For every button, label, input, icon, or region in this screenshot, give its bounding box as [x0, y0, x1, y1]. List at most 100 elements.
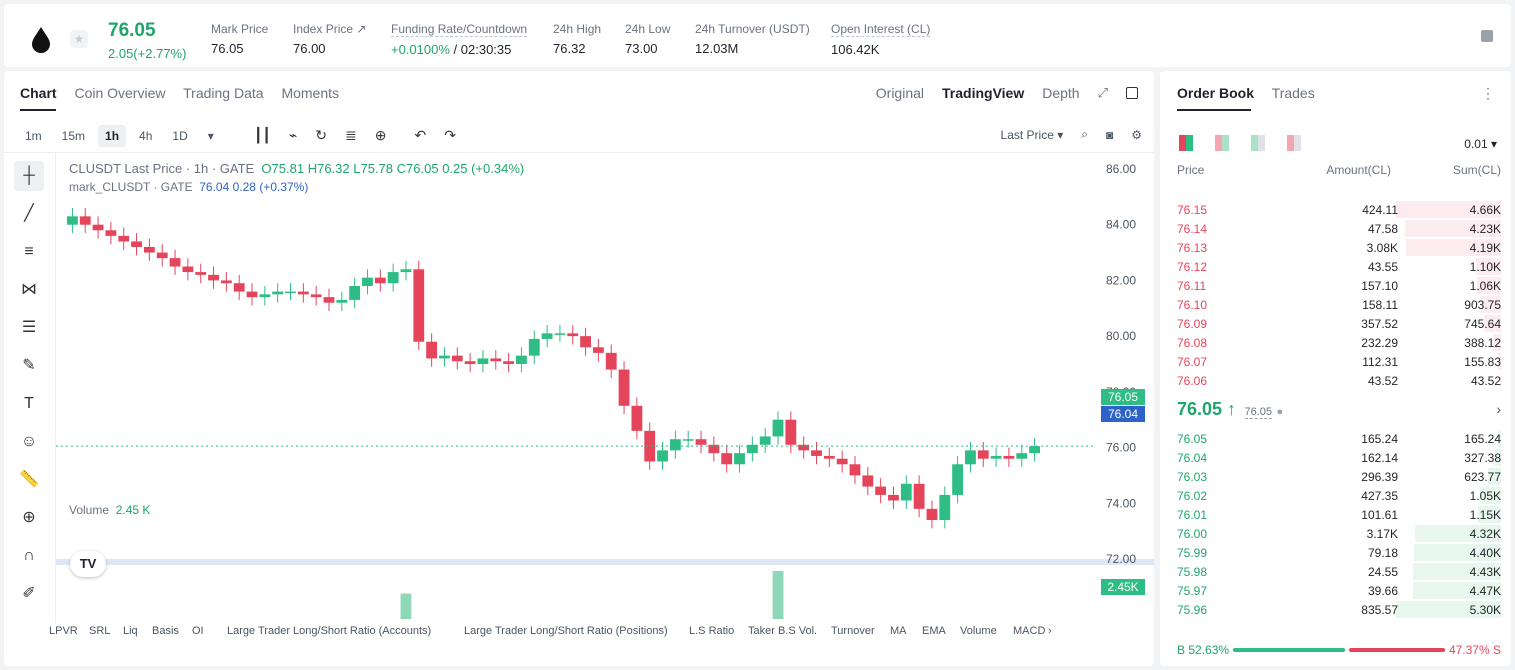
indicator-item[interactable]: Turnover — [831, 625, 875, 637]
ask-row[interactable]: 76.13 3.08K 4.19K — [1160, 238, 1511, 257]
interval-15m[interactable]: 15m — [61, 129, 86, 143]
indicator-item[interactable]: L.S Ratio — [689, 625, 735, 637]
bid-row[interactable]: 76.04 162.14 327.38 — [1160, 448, 1511, 467]
indicator-item[interactable]: Large Trader Long/Short Ratio (Positions… — [464, 625, 668, 637]
more-vertical-icon[interactable]: ⋮ — [1481, 85, 1495, 101]
indicator-item[interactable]: Liq — [123, 625, 138, 637]
view-both-icon[interactable] — [1179, 135, 1193, 151]
tradingview-logo-icon[interactable]: TV — [70, 551, 106, 577]
candle-body — [105, 230, 117, 236]
indicator-item[interactable]: LPVR — [49, 625, 78, 637]
indicator-item[interactable]: Volume — [960, 625, 997, 637]
view-bids-icon[interactable] — [1251, 135, 1265, 151]
interval-4h[interactable]: 4h — [139, 129, 153, 143]
indicator-item[interactable]: Taker B.S Vol. — [748, 625, 818, 637]
ask-row[interactable]: 76.11 157.10 1.06K — [1160, 276, 1511, 295]
bid-row[interactable]: 75.96 835.57 5.30K — [1160, 600, 1511, 619]
undo-icon[interactable]: ↶ — [414, 127, 427, 143]
view-asks-icon[interactable] — [1215, 135, 1229, 151]
ask-row[interactable]: 76.09 357.52 745.64 — [1160, 314, 1511, 333]
ask-row[interactable]: 76.14 47.58 4.23K — [1160, 219, 1511, 238]
view-depth[interactable]: Depth — [1042, 85, 1080, 101]
tab-trading-data[interactable]: Trading Data — [183, 85, 264, 101]
indicator-item[interactable]: Basis — [152, 625, 179, 637]
brush-icon[interactable]: ✎ — [22, 357, 36, 374]
indicator-item[interactable]: MA — [890, 625, 907, 637]
fib-icon[interactable]: ☰ — [21, 319, 37, 336]
chevron-right-icon[interactable]: › — [1496, 401, 1501, 417]
book-icon[interactable] — [1481, 30, 1493, 42]
view-tradingview[interactable]: TradingView — [942, 85, 1025, 101]
window-icon[interactable] — [1126, 87, 1138, 99]
ruler-icon[interactable]: 📏 — [19, 471, 39, 488]
magnet-icon[interactable]: ∩ — [23, 547, 35, 564]
pencil-icon[interactable]: ✐ — [22, 585, 36, 602]
text-icon[interactable]: T — [24, 395, 34, 412]
bid-row[interactable]: 76.01 101.61 1.15K — [1160, 505, 1511, 524]
indicator-item[interactable]: OI — [192, 625, 204, 637]
expand-icon[interactable]: ⤢ — [1097, 85, 1108, 100]
precision-select[interactable]: 0.01 ▾ — [1464, 137, 1497, 151]
zoom-in-icon[interactable]: ⊕ — [22, 509, 36, 526]
interval-1d[interactable]: 1D — [172, 129, 188, 143]
pattern-icon[interactable]: ⋈ — [21, 281, 37, 298]
funding-label[interactable]: Funding Rate/Countdown — [391, 22, 528, 37]
chevron-right-icon[interactable]: › — [1048, 625, 1052, 637]
mid-price-row[interactable]: 76.05 ↑ 76.05 ● › — [1177, 399, 1501, 421]
tab-chart[interactable]: Chart — [20, 85, 57, 101]
bid-row[interactable]: 76.03 296.39 623.77 — [1160, 467, 1511, 486]
index-price-label[interactable]: Index Price ↗ — [293, 22, 367, 36]
camera-icon[interactable]: ◙ — [1105, 127, 1114, 142]
ask-row[interactable]: 76.15 424.11 4.66K — [1160, 200, 1511, 219]
hlines-icon[interactable]: ≡ — [24, 243, 34, 260]
chart-tools: ┃┃ ⌁ ↻ ≣ ⊕ ↶ ↷ — [254, 127, 456, 144]
tab-trades[interactable]: Trades — [1271, 85, 1315, 101]
info-icon[interactable]: ● — [1276, 406, 1284, 418]
last-price: 76.05 — [108, 20, 156, 41]
crosshair-icon[interactable]: ┼ — [14, 161, 44, 191]
index-price-stat[interactable]: Index Price ↗ 76.00 — [293, 22, 366, 56]
bid-row[interactable]: 76.05 165.24 165.24 — [1160, 429, 1511, 448]
bid-row[interactable]: 75.99 79.18 4.40K — [1160, 543, 1511, 562]
candle-body — [734, 453, 745, 465]
view-original[interactable]: Original — [875, 85, 925, 101]
bid-row[interactable]: 75.97 39.66 4.47K — [1160, 581, 1511, 600]
view-alt-icon[interactable] — [1287, 135, 1301, 151]
candle-type-icon[interactable]: ┃┃ — [254, 127, 271, 143]
add-alert-icon[interactable]: ⊕ — [374, 127, 387, 143]
tab-coin-overview[interactable]: Coin Overview — [74, 85, 166, 101]
ask-row[interactable]: 76.07 112.31 155.83 — [1160, 352, 1511, 371]
ask-row[interactable]: 76.06 43.52 43.52 — [1160, 371, 1511, 390]
price-type-select[interactable]: Last Price ▾ — [1000, 127, 1064, 142]
favorite-star-icon[interactable]: ★ — [70, 30, 88, 48]
indicator-item[interactable]: SRL — [89, 625, 111, 637]
bid-row[interactable]: 76.00 3.17K 4.32K — [1160, 524, 1511, 543]
indicators-icon[interactable]: ⌁ — [288, 127, 298, 143]
bid-row[interactable]: 76.02 427.35 1.05K — [1160, 486, 1511, 505]
templates-icon[interactable]: ≣ — [345, 127, 357, 143]
ask-row[interactable]: 76.08 232.29 388.12 — [1160, 333, 1511, 352]
price-chart[interactable]: 86.0084.0082.0080.0078.0076.0074.0072.00… — [56, 153, 1154, 619]
redo-icon[interactable]: ↷ — [444, 127, 456, 143]
ask-row[interactable]: 76.12 43.55 1.10K — [1160, 257, 1511, 276]
emoji-icon[interactable]: ☺ — [20, 433, 38, 450]
indicator-item[interactable]: EMA — [922, 625, 946, 637]
ask-row[interactable]: 76.10 158.11 903.75 — [1160, 295, 1511, 314]
interval-dropdown-icon[interactable]: ▾ — [207, 129, 214, 143]
interval-1m[interactable]: 1m — [25, 129, 42, 143]
interval-1h[interactable]: 1h — [98, 125, 127, 147]
tab-moments[interactable]: Moments — [281, 85, 340, 101]
replay-icon[interactable]: ↻ — [315, 127, 328, 143]
search-icon[interactable]: ⌕ — [1081, 127, 1088, 141]
trendline-icon[interactable]: ╱ — [24, 205, 34, 222]
view-tabs: Original TradingView Depth ⤢ — [858, 85, 1138, 101]
settings-gear-icon[interactable]: ⚙ — [1131, 127, 1142, 142]
tab-order-book[interactable]: Order Book — [1177, 85, 1255, 101]
indicator-item[interactable]: MACD — [1013, 625, 1046, 637]
oi-label[interactable]: Open Interest (CL) — [831, 22, 931, 37]
orderbook-panel: Order Book Trades ⋮ 0.01 ▾ Price Amount(… — [1160, 71, 1511, 666]
interval-selector: 1m 15m 1h 4h 1D ▾ — [18, 125, 227, 147]
bid-row[interactable]: 75.98 24.55 4.43K — [1160, 562, 1511, 581]
indicator-item[interactable]: Large Trader Long/Short Ratio (Accounts) — [227, 625, 432, 637]
sell-ratio: 47.37% S — [1448, 643, 1501, 657]
